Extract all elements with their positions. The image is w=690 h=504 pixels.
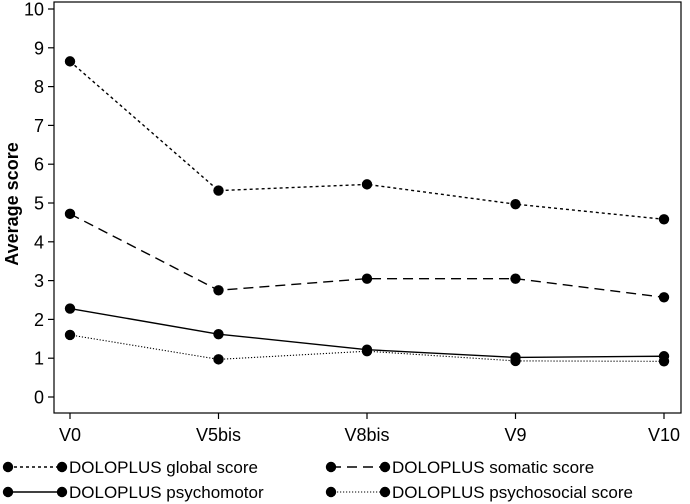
legend-marker — [325, 486, 337, 498]
data-point — [658, 292, 670, 303]
legend-item: DOLOPLUS somatic score — [325, 458, 594, 477]
legend-marker — [379, 486, 391, 498]
y-tick-label: 0 — [34, 388, 44, 408]
legend-marker — [325, 461, 337, 473]
x-tick-label: V10 — [648, 425, 680, 445]
x-axis: V0 V5bis V8bis V9 V10 — [59, 413, 680, 445]
y-tick-label: 7 — [34, 116, 44, 136]
legend-item: DOLOPLUS psychosocial score — [325, 483, 633, 502]
data-point — [510, 273, 521, 284]
legend-marker — [56, 461, 68, 473]
series-1 — [64, 56, 670, 225]
data-point — [361, 346, 373, 357]
series-line — [69, 213, 665, 298]
x-tick-label: V0 — [59, 425, 81, 445]
series-container — [64, 56, 670, 367]
y-tick-label: 6 — [34, 155, 44, 175]
legend-marker — [56, 486, 68, 498]
legend-marker — [2, 486, 14, 498]
series-line — [69, 60, 665, 220]
data-point — [213, 285, 224, 296]
y-tick-label: 8 — [34, 77, 44, 97]
y-tick-label: 3 — [34, 271, 44, 291]
legend-item: DOLOPLUS global score — [2, 458, 258, 477]
data-point — [213, 354, 224, 365]
data-point — [658, 214, 670, 225]
legend-marker — [379, 461, 391, 473]
y-tick-label: 4 — [34, 232, 44, 252]
data-point — [361, 273, 373, 284]
y-tick-label: 10 — [24, 0, 44, 20]
x-tick-label: V5bis — [196, 425, 241, 445]
data-point — [510, 355, 521, 367]
y-tick-label: 5 — [34, 194, 44, 214]
legend-label: DOLOPLUS somatic score — [392, 458, 594, 477]
y-tick-label: 2 — [34, 310, 44, 330]
legend-label: DOLOPLUS psychosocial score — [392, 483, 633, 502]
legend-item: DOLOPLUS psychomotor — [2, 483, 264, 502]
data-point — [213, 328, 224, 340]
y-tick-label: 1 — [34, 349, 44, 369]
series-4 — [64, 329, 670, 367]
data-point — [510, 198, 521, 210]
data-point — [658, 356, 670, 367]
x-tick-label: V9 — [504, 425, 526, 445]
legend-marker — [2, 461, 14, 473]
data-point — [64, 303, 76, 314]
legend-label: DOLOPLUS psychomotor — [69, 483, 264, 502]
y-axis: 0 1 2 3 4 5 6 7 8 9 10 — [24, 0, 54, 408]
legend: DOLOPLUS global score DOLOPLUS somatic sc… — [2, 458, 633, 502]
y-axis-title: Average score — [2, 142, 22, 265]
data-point — [64, 329, 76, 341]
x-tick-label: V8bis — [344, 425, 389, 445]
data-point — [361, 179, 373, 190]
data-point — [64, 208, 76, 220]
data-point — [213, 185, 224, 196]
legend-label: DOLOPLUS global score — [69, 458, 258, 477]
y-tick-label: 9 — [34, 38, 44, 58]
series-2 — [64, 208, 670, 303]
data-point — [64, 56, 76, 67]
